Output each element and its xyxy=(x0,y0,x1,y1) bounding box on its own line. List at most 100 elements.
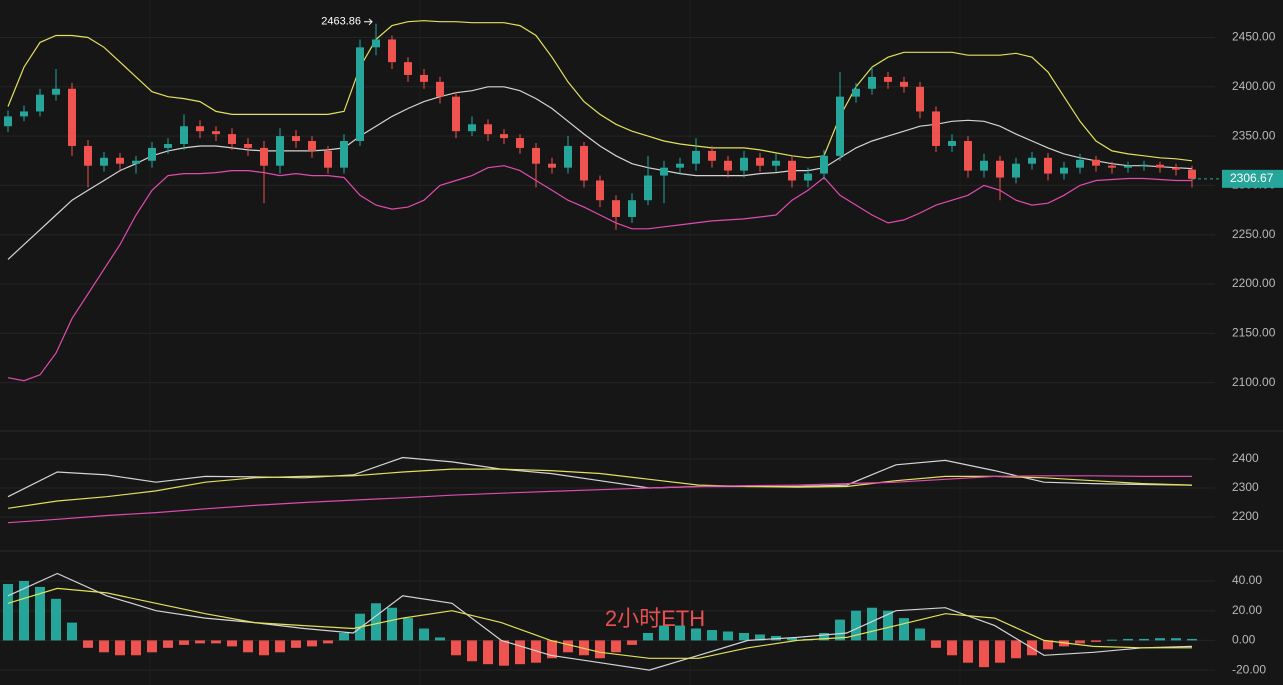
candle-body xyxy=(340,141,348,168)
histogram-bar xyxy=(899,618,909,641)
histogram-bar xyxy=(131,640,141,656)
histogram-bar xyxy=(995,640,1005,663)
histogram-bar xyxy=(499,640,509,666)
y-tick-label: 2100.00 xyxy=(1232,375,1276,389)
candle-body xyxy=(692,150,700,164)
candle-body xyxy=(484,124,492,135)
indicator-line xyxy=(7,20,1193,162)
candle-body xyxy=(932,111,940,146)
vertical-grid xyxy=(149,0,961,685)
candle-body xyxy=(980,160,988,171)
y-tick-label: 40.00 xyxy=(1232,573,1262,587)
histogram-bar xyxy=(531,640,541,663)
candle-body xyxy=(708,150,716,161)
candle-body xyxy=(84,145,92,166)
candle-body xyxy=(1076,159,1084,168)
candle-body xyxy=(772,160,780,166)
y-tick-label: 2200 xyxy=(1232,509,1259,523)
candle-body xyxy=(116,157,124,164)
histogram-bar xyxy=(1011,640,1021,659)
histogram-bar xyxy=(435,637,445,641)
histogram-bar xyxy=(307,640,317,647)
candle-body xyxy=(740,157,748,171)
histogram-bar xyxy=(547,640,557,659)
histogram-bar xyxy=(787,637,797,641)
histogram-bar xyxy=(291,640,301,648)
watermark: 2小时ETH xyxy=(605,606,705,631)
histogram-bar xyxy=(979,640,989,668)
histogram-bar xyxy=(867,607,877,641)
histogram-bar xyxy=(83,640,93,648)
y-tick-label: -20.00 xyxy=(1232,662,1266,676)
histogram-bar xyxy=(483,640,493,665)
candle-body xyxy=(404,62,412,75)
y-tick-label: 2150.00 xyxy=(1232,326,1276,340)
histogram-bar xyxy=(35,586,45,641)
histogram-bar xyxy=(515,640,525,665)
candle-body xyxy=(52,88,60,95)
candle-body xyxy=(532,147,540,164)
candle-body xyxy=(836,96,844,156)
candle-body xyxy=(612,200,620,217)
histogram-bar xyxy=(627,640,637,645)
histogram-bar xyxy=(451,640,461,656)
candle-body xyxy=(292,136,300,142)
histogram-bar xyxy=(227,640,237,647)
candle-body xyxy=(324,150,332,168)
candle-body xyxy=(868,76,876,89)
histogram-bar xyxy=(675,625,685,641)
histogram-bar xyxy=(723,631,733,641)
histogram-bar xyxy=(883,610,893,641)
candle-body xyxy=(628,200,636,217)
candle-body xyxy=(100,157,108,166)
y-tick-label: 2450.00 xyxy=(1232,30,1276,44)
histogram-bar xyxy=(739,632,749,641)
candle-body xyxy=(1124,165,1132,168)
histogram-bar xyxy=(755,634,765,641)
candle-body xyxy=(548,163,556,168)
candle-body xyxy=(964,141,972,171)
histogram-bar xyxy=(851,610,861,641)
histogram-bar xyxy=(643,632,653,641)
histogram-bar xyxy=(595,640,605,659)
histogram-bar xyxy=(1171,638,1181,641)
candle-body xyxy=(1108,165,1116,168)
candle-body xyxy=(356,47,364,142)
candle-body xyxy=(372,39,380,48)
candle-body xyxy=(756,157,764,166)
candle-body xyxy=(420,74,428,82)
candle-body xyxy=(596,180,604,201)
candle-body xyxy=(164,143,172,148)
indicator-line xyxy=(7,456,1193,498)
histogram-bar xyxy=(67,622,77,641)
candle-body xyxy=(228,134,236,144)
histogram-bar xyxy=(915,628,925,641)
candle-body xyxy=(644,175,652,201)
histogram-bar xyxy=(1139,638,1149,641)
histogram-bar xyxy=(1187,638,1197,641)
candle-body xyxy=(916,86,924,112)
histogram-bar xyxy=(1043,640,1053,650)
histogram-bar xyxy=(163,640,173,648)
histogram-bar xyxy=(819,632,829,641)
histogram-bar xyxy=(387,607,397,641)
candle-body xyxy=(580,145,588,181)
max-price-label: 2463.86 xyxy=(321,16,361,28)
candle-body xyxy=(676,163,684,168)
candle-body xyxy=(500,134,508,139)
candle-body xyxy=(948,141,956,146)
candle-body xyxy=(132,160,140,164)
candle-body xyxy=(36,94,44,112)
candle-body xyxy=(308,141,316,151)
histogram-bar xyxy=(947,640,957,656)
candle-body xyxy=(1140,164,1148,166)
candle-body xyxy=(260,147,268,166)
candle-body xyxy=(148,147,156,161)
y-tick-label: 2400.00 xyxy=(1232,79,1276,93)
y-tick-label: 20.00 xyxy=(1232,603,1262,617)
candle-body xyxy=(1188,169,1196,179)
indicator-line xyxy=(7,572,1193,671)
max-price-arrow xyxy=(364,18,373,26)
